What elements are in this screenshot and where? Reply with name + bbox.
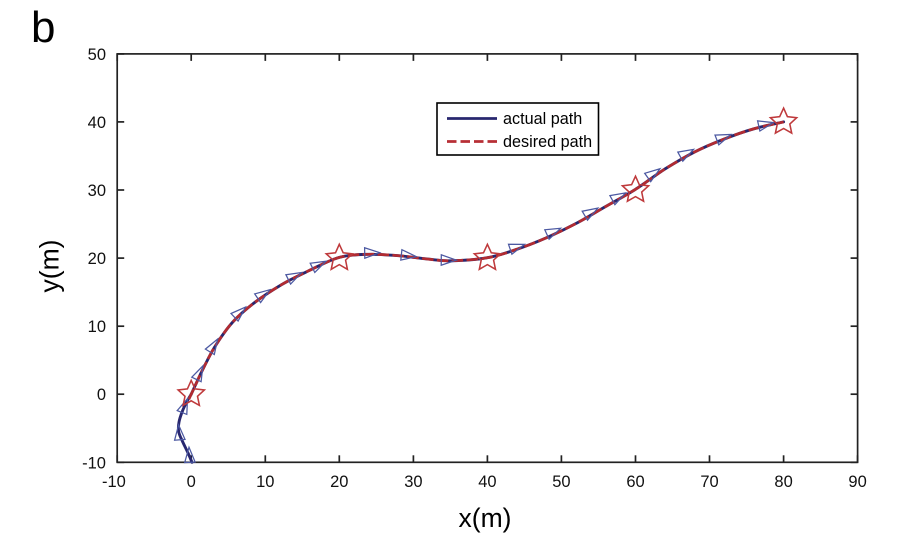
svg-text:10: 10 xyxy=(256,473,274,491)
svg-text:actual path: actual path xyxy=(503,110,582,128)
svg-text:-10: -10 xyxy=(102,473,126,491)
svg-text:b: b xyxy=(31,3,55,52)
svg-text:0: 0 xyxy=(97,386,106,404)
svg-text:60: 60 xyxy=(626,473,644,491)
svg-text:20: 20 xyxy=(88,250,106,268)
svg-text:x(m): x(m) xyxy=(459,503,512,533)
svg-text:80: 80 xyxy=(774,473,792,491)
svg-text:30: 30 xyxy=(88,182,106,200)
svg-text:50: 50 xyxy=(88,46,106,64)
svg-text:20: 20 xyxy=(330,473,348,491)
svg-text:40: 40 xyxy=(88,114,106,132)
svg-text:90: 90 xyxy=(848,473,866,491)
svg-text:30: 30 xyxy=(404,473,422,491)
svg-text:0: 0 xyxy=(187,473,196,491)
svg-text:50: 50 xyxy=(552,473,570,491)
svg-text:70: 70 xyxy=(700,473,718,491)
svg-text:10: 10 xyxy=(88,318,106,336)
svg-text:y(m): y(m) xyxy=(35,240,65,293)
svg-text:desired path: desired path xyxy=(503,133,592,151)
svg-text:-10: -10 xyxy=(82,454,106,472)
svg-text:40: 40 xyxy=(478,473,496,491)
